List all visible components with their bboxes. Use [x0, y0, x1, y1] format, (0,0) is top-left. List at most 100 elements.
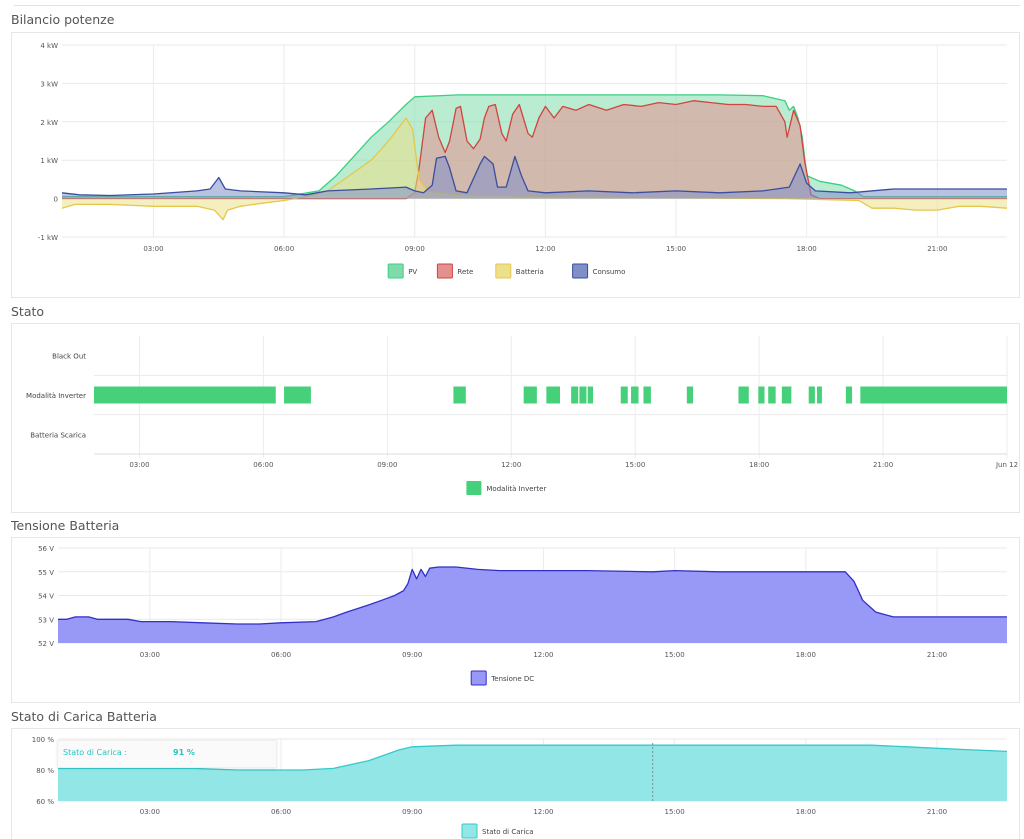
voltage-xtick-label: 21:00 [927, 651, 947, 659]
state-xtick-label: 18:00 [749, 461, 769, 469]
soc-xtick-label: 15:00 [665, 808, 685, 816]
soc-tooltip-label: Stato di Carica : [63, 748, 128, 757]
soc-tooltip: Stato di Carica : 91 % [57, 740, 277, 768]
state-xtick-label: Jun 12 [995, 461, 1018, 469]
battery-voltage-card: 52 V 53 V 54 V 55 V 56 V 03:00 06:00 09:00 12:00… [11, 537, 1020, 703]
battery-voltage-title: Tensione Batteria [11, 518, 120, 533]
series-line-batteria [61, 117, 1008, 221]
legend-label-consumo: Consumo [593, 268, 626, 276]
top-divider [14, 5, 1020, 6]
voltage-xtick-label: 18:00 [796, 651, 816, 659]
legend-item-batteria[interactable]: Batteria [495, 263, 544, 279]
series-area-rete [62, 100, 1007, 199]
state-bar-modalit-inverter [808, 386, 815, 404]
series-area-tensione-dc [58, 567, 1007, 643]
state-xtick-label: 06:00 [253, 461, 273, 469]
soc-xtick-label: 09:00 [402, 808, 422, 816]
voltage-xtick-label: 03:00 [140, 651, 160, 659]
state-bar-modalit-inverter [738, 386, 749, 404]
power-ytick-label: 3 kW [40, 80, 58, 88]
legend-swatch-stato-di-carica [461, 823, 478, 839]
state-category-label: Modalità Inverter [26, 392, 86, 400]
state-bar-modalit-inverter [453, 386, 466, 404]
power-xtick-label: 09:00 [405, 245, 425, 253]
state-bar-modalit-inverter [579, 386, 587, 404]
soc-ytick-label: 80 % [36, 767, 54, 775]
battery-soc-chart[interactable]: 60 % 80 % 100 % 03:00 06:00 09:00 12:00 15:00 18… [12, 729, 1021, 839]
state-card: Black Out Modalità Inverter Batteria Scari… [11, 323, 1020, 513]
legend-swatch-modalit-inverter [466, 481, 482, 495]
state-xtick-label: 12:00 [501, 461, 521, 469]
state-bar-modalit-inverter [643, 386, 651, 404]
power-ytick-label: -1 kW [38, 234, 58, 242]
legend-item-consumo[interactable]: Consumo [572, 263, 626, 279]
state-chart[interactable]: Black Out Modalità Inverter Batteria Scari… [12, 324, 1021, 514]
voltage-xtick-label: 15:00 [665, 651, 685, 659]
power-ytick-label: 1 kW [40, 157, 58, 165]
state-bar-modalit-inverter [768, 386, 776, 404]
legend-swatch-batteria [495, 263, 512, 279]
state-bar-modalit-inverter [758, 386, 765, 404]
power-xtick-label: 06:00 [274, 245, 294, 253]
series-line-stato-di-carica [58, 744, 1008, 771]
legend-label-pv: PV [408, 268, 417, 276]
soc-tooltip-value: 91 % [173, 748, 195, 757]
state-xtick-label: 21:00 [873, 461, 893, 469]
soc-xtick-label: 18:00 [796, 808, 816, 816]
soc-xtick-label: 03:00 [140, 808, 160, 816]
voltage-ytick-label: 55 V [38, 569, 54, 577]
state-bar-modalit-inverter [781, 386, 792, 404]
legend-swatch-pv [387, 263, 404, 279]
series-area-stato-di-carica [58, 745, 1007, 801]
state-bar-modalit-inverter [587, 386, 594, 404]
power-ytick-label: 2 kW [40, 119, 58, 127]
soc-xtick-label: 21:00 [927, 808, 947, 816]
legend-label-modalit-inverter: Modalità Inverter [486, 485, 546, 493]
state-title: Stato [11, 304, 45, 319]
state-xtick-label: 03:00 [129, 461, 149, 469]
state-bar-modalit-inverter [94, 386, 276, 404]
state-bar-modalit-inverter [686, 386, 694, 404]
soc-ytick-label: 60 % [36, 798, 54, 806]
state-xtick-label: 15:00 [625, 461, 645, 469]
series-line-tensione-dc [58, 566, 1007, 625]
state-bar-modalit-inverter [860, 386, 1007, 404]
soc-ytick-label: 100 % [32, 736, 55, 744]
power-balance-title: Bilancio potenze [11, 12, 115, 27]
battery-voltage-chart[interactable]: 52 V 53 V 54 V 55 V 56 V 03:00 06:00 09:00 12:00… [12, 538, 1021, 704]
legend-item-modalit-inverter[interactable]: Modalità Inverter [466, 481, 546, 495]
legend-swatch-tensione-dc [470, 670, 487, 686]
legend-item-pv[interactable]: PV [387, 263, 417, 279]
power-xtick-label: 21:00 [927, 245, 947, 253]
state-category-label: Batteria Scarica [30, 431, 86, 439]
power-xtick-label: 15:00 [666, 245, 686, 253]
power-balance-card: -1 kW 0 1 kW 2 kW 3 kW 4 kW 03:00 06:00 09:00 12:… [11, 32, 1020, 298]
voltage-xtick-label: 09:00 [402, 651, 422, 659]
battery-soc-title: Stato di Carica Batteria [11, 709, 157, 724]
soc-xtick-label: 12:00 [533, 808, 553, 816]
series-line-rete [62, 100, 1007, 200]
voltage-xtick-label: 12:00 [533, 651, 553, 659]
legend-item-stato-di-carica[interactable]: Stato di Carica [461, 823, 533, 839]
legend-label-tensione-dc: Tensione DC [490, 675, 534, 683]
state-xtick-label: 09:00 [377, 461, 397, 469]
state-bar-modalit-inverter [620, 386, 628, 404]
state-bar-modalit-inverter [571, 386, 579, 404]
legend-item-tensione-dc[interactable]: Tensione DC [470, 670, 534, 686]
legend-item-rete[interactable]: Rete [436, 263, 473, 279]
state-bar-modalit-inverter [845, 386, 853, 404]
soc-xtick-label: 06:00 [271, 808, 291, 816]
legend-label-rete: Rete [457, 268, 473, 276]
legend-swatch-consumo [572, 263, 589, 279]
voltage-ytick-label: 52 V [38, 640, 54, 648]
voltage-ytick-label: 56 V [38, 545, 54, 553]
power-balance-chart[interactable]: -1 kW 0 1 kW 2 kW 3 kW 4 kW 03:00 06:00 09:00 12:… [12, 33, 1021, 299]
power-ytick-label: 0 [54, 196, 58, 204]
voltage-xtick-label: 06:00 [271, 651, 291, 659]
legend-label-batteria: Batteria [516, 268, 544, 276]
state-bar-modalit-inverter [284, 386, 311, 404]
voltage-ytick-label: 54 V [38, 593, 54, 601]
state-category-label: Black Out [52, 353, 86, 361]
series-line-consumo [61, 155, 1007, 197]
state-bar-modalit-inverter [546, 386, 561, 404]
